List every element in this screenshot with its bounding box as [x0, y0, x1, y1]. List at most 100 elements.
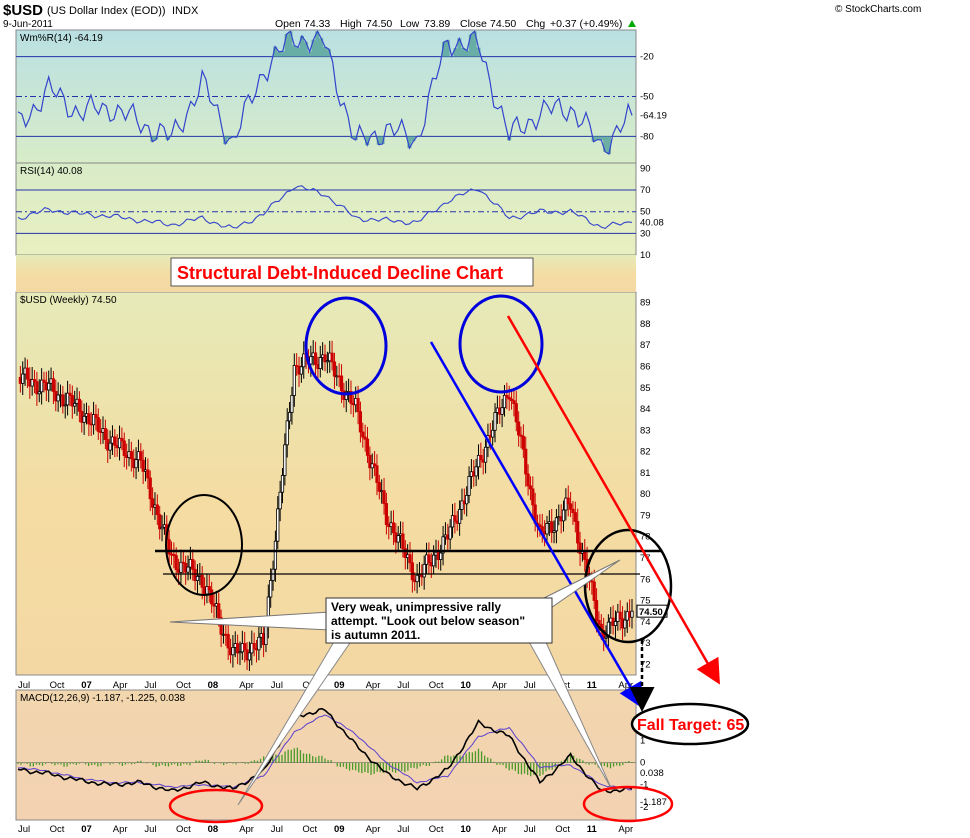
price-candle-body: [384, 503, 389, 525]
price-candle-body: [325, 360, 329, 363]
price-candle-body: [361, 431, 365, 438]
price-candle-body: [427, 554, 431, 563]
price-candle-body: [483, 446, 488, 463]
x-tick-label: Oct: [50, 680, 65, 691]
price-candle-body: [415, 574, 419, 583]
x-tick-label: Apr: [113, 680, 128, 691]
macd-low-circle-2011: [582, 785, 674, 823]
price-candle-body: [68, 392, 72, 396]
price-candle-body: [120, 437, 124, 442]
price-candle-body: [61, 394, 65, 407]
chg-label: Chg: [526, 18, 545, 30]
price-candle-body: [193, 568, 197, 581]
close-value: 74.50: [490, 18, 516, 30]
price-candle-body: [290, 395, 294, 413]
price-candle-body: [32, 379, 37, 383]
price-candle-body: [35, 381, 39, 395]
price-candle-body: [375, 465, 379, 483]
macd-low-circle-2008: [168, 788, 264, 824]
wmr-tick-label: -50: [640, 92, 654, 103]
price-candle-body: [82, 415, 86, 423]
price-candle-body: [278, 491, 282, 510]
marks-layer: [17, 30, 634, 794]
price-candle-body: [243, 643, 247, 651]
exchange-label: INDX: [172, 5, 199, 17]
price-candle-body: [422, 563, 426, 578]
price-candle-body: [512, 400, 516, 405]
price-candle-body: [219, 617, 223, 635]
x-tick-label: Apr: [366, 824, 381, 835]
rsi-last-value: 40.08: [640, 217, 664, 228]
macd-panel: [15, 689, 637, 821]
x-tick-label: 11: [587, 824, 598, 835]
macd-tick-label: -2: [640, 802, 648, 813]
price-tick-label: 73: [640, 638, 651, 649]
price-candle-body: [236, 643, 240, 654]
price-candle-body: [460, 500, 464, 510]
low-value: 73.89: [424, 18, 450, 30]
price-candle-body: [207, 586, 211, 591]
price-candle-body: [519, 434, 523, 437]
price-candle-body: [509, 398, 514, 401]
wmr-last-value: -64.19: [640, 110, 667, 121]
symbol-name-label: (US Dollar Index (EOD)): [47, 5, 166, 17]
price-candle-body: [51, 378, 56, 392]
callout-line-1: Very weak, unimpressive rally: [331, 600, 501, 614]
x-tick-label: 08: [208, 824, 219, 835]
open-label: Open: [275, 18, 301, 30]
price-candle-body: [174, 555, 178, 571]
low-label: Low: [400, 18, 420, 30]
x-tick-label: Jul: [397, 680, 409, 691]
tick-layer: -20-50-80-64.19907050301040.088988878685…: [636, 52, 668, 813]
price-candle-body: [332, 361, 337, 377]
price-candle-body: [479, 455, 483, 461]
price-candle-body: [439, 552, 443, 560]
price-name-label: $USD (Weekly) 74.50: [20, 295, 117, 306]
price-tick-label: 84: [640, 404, 651, 415]
x-tick-label: Apr: [239, 680, 254, 691]
price-candle-body: [113, 436, 117, 446]
price-candle-body: [25, 367, 30, 380]
price-candle-body: [524, 448, 528, 475]
ohlc-readout: Open 74.33 High 74.50 Low 73.89 Close 74…: [275, 18, 636, 30]
price-tick-label: 87: [640, 340, 651, 351]
rsi-name-label: RSI(14) 40.08: [20, 166, 83, 177]
price-candle-body: [42, 379, 46, 383]
price-candle-body: [77, 398, 81, 412]
price-candle-body: [47, 382, 51, 391]
price-candle-body: [146, 469, 150, 479]
price-candle-body: [195, 575, 200, 581]
price-candle-body: [573, 512, 577, 522]
price-candle-body: [474, 466, 478, 477]
price-tick-label: 82: [640, 447, 651, 458]
price-candle-body: [129, 451, 133, 460]
price-candle-body: [576, 521, 580, 544]
price-candle-body: [252, 642, 256, 649]
target-label: Fall Target: 65: [637, 717, 744, 734]
price-candle-body: [507, 396, 511, 400]
price-candle-body: [613, 621, 618, 626]
price-tick-label: 79: [640, 510, 651, 521]
price-candle-body: [514, 403, 518, 423]
top-circle-2009: [304, 296, 388, 396]
rsi-tick-label: 70: [640, 185, 651, 196]
price-candle-body: [37, 391, 41, 395]
price-candle-body: [122, 440, 126, 456]
price-candle-body: [491, 429, 495, 438]
price-candle-body: [590, 580, 594, 583]
price-candle-body: [280, 475, 285, 493]
price-candle-body: [276, 508, 280, 542]
price-candle-body: [302, 353, 306, 368]
chg-value: +0.37 (+0.49%): [550, 18, 622, 30]
annotations: Structural Debt-Induced Decline Chart Ve…: [155, 257, 750, 824]
price-candle-body: [210, 589, 214, 605]
wmr-tick-label: -20: [640, 52, 654, 63]
rsi-tick-label: 50: [640, 207, 651, 218]
price-candle-body: [349, 391, 353, 404]
price-candle-body: [561, 509, 566, 522]
x-tick-label: 10: [460, 680, 471, 691]
price-candle-body: [148, 477, 152, 500]
x-tick-label: Apr: [618, 824, 633, 835]
